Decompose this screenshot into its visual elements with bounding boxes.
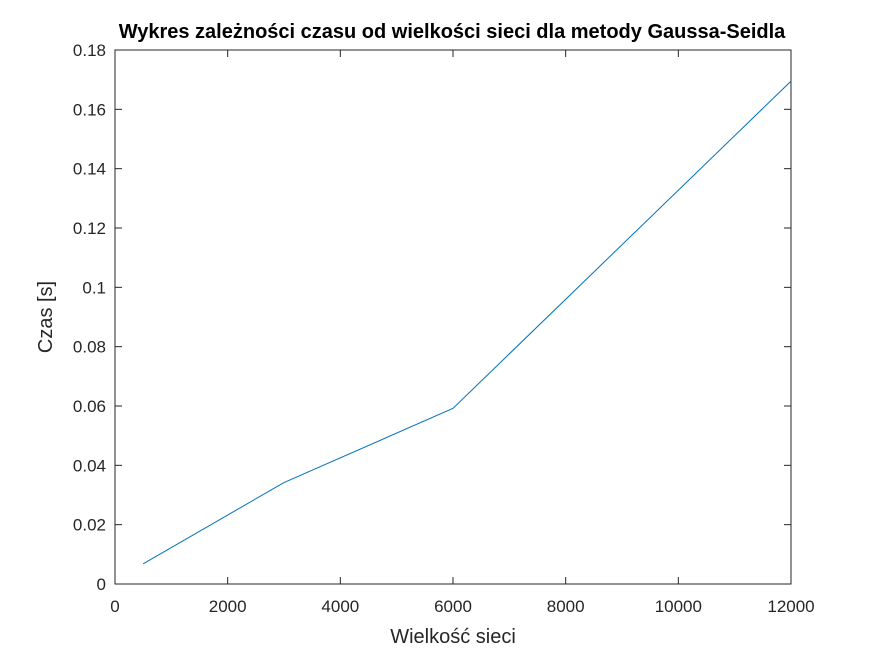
plot-area [114,49,792,585]
y-tick-label: 0 [97,575,106,594]
x-tick-label: 10000 [655,597,702,616]
series-layer [142,80,792,565]
x-axis-label: Wielkość sieci [390,626,516,648]
x-tick-label: 4000 [321,597,359,616]
x-tick-label: 8000 [547,597,585,616]
y-axis: 0 0.02 0.04 0.06 0.08 0.1 0.12 0.14 0.16 0.18 [73,41,791,594]
y-axis-label: Czas [s] [35,281,57,353]
x-tick-label: 0 [110,597,119,616]
y-tick-label: 0.02 [73,516,106,535]
x-tick-label: 12000 [767,597,814,616]
y-tick-label: 0.16 [73,100,106,119]
y-tick-label: 0.1 [82,278,106,297]
y-tick-label: 0.04 [73,456,106,475]
chart-title: Wykres zależności czasu od wielkości sie… [119,21,786,43]
series-line-0 [142,80,792,565]
x-tick-label: 6000 [434,597,472,616]
y-tick-label: 0.06 [73,397,106,416]
y-tick-label: 0.12 [73,219,106,238]
x-axis: 0 2000 4000 6000 8000 10000 12000 [110,50,815,616]
y-tick-label: 0.08 [73,338,106,357]
y-tick-label: 0.18 [73,41,106,60]
x-tick-label: 2000 [209,597,247,616]
y-tick-label: 0.14 [73,160,106,179]
